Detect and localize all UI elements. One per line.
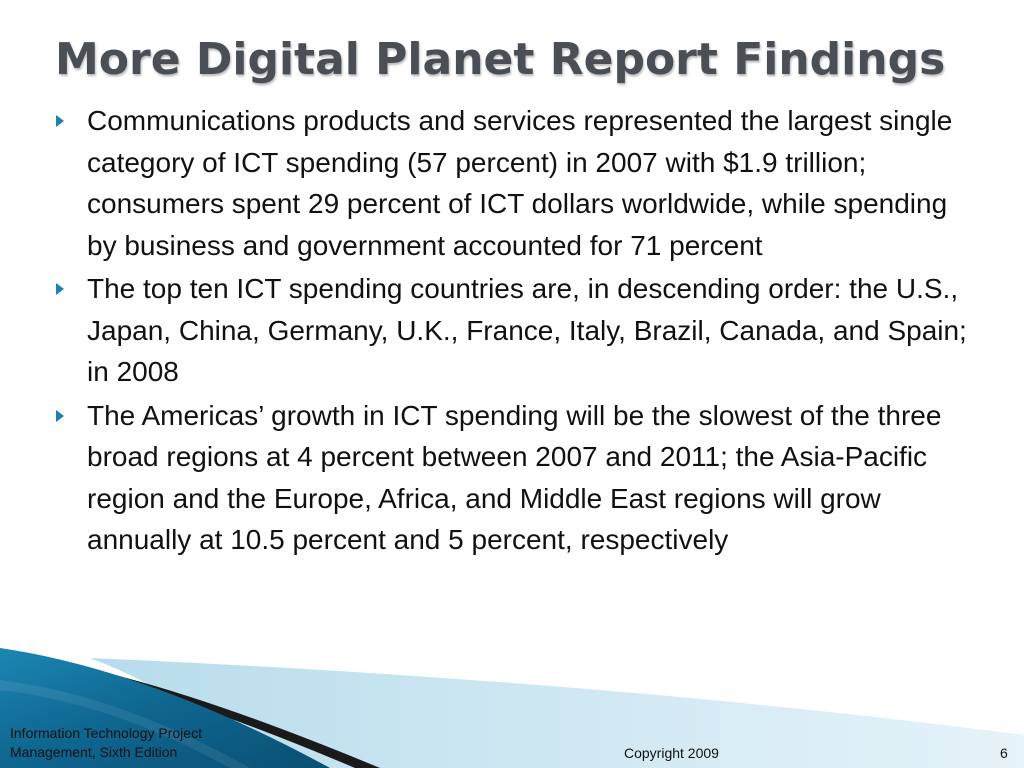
bullet-item: The Americas’ growth in ICT spending wil… <box>56 395 982 561</box>
triangle-bullet-icon <box>56 283 64 295</box>
page-number: 6 <box>1000 745 1008 761</box>
footer-dark-stripe <box>0 656 380 768</box>
footer-source-line2: Management, Sixth Edition <box>10 744 178 760</box>
bullet-list: Communications products and services rep… <box>0 100 1024 563</box>
bullet-text: The Americas’ growth in ICT spending wil… <box>87 399 942 556</box>
bullet-item: Communications products and services rep… <box>56 100 982 266</box>
footer-light-band <box>90 658 1024 768</box>
bullet-item: The top ten ICT spending countries are, … <box>56 268 982 393</box>
slide-title: More Digital Planet Report Findings <box>55 34 946 85</box>
triangle-bullet-icon <box>56 409 64 422</box>
footer-wave-decoration <box>0 648 1024 768</box>
footer-source: Information Technology Project Managemen… <box>10 724 310 762</box>
bullet-text: The top ten ICT spending countries are, … <box>87 273 967 387</box>
footer-source-line1: Information Technology Project <box>10 725 202 741</box>
footer-copyright: Copyright 2009 <box>624 745 719 761</box>
footer-teal-wedge <box>0 648 330 768</box>
footer-highlight <box>0 680 250 768</box>
bullet-text: Communications products and services rep… <box>87 105 953 261</box>
triangle-bullet-icon <box>56 115 64 127</box>
